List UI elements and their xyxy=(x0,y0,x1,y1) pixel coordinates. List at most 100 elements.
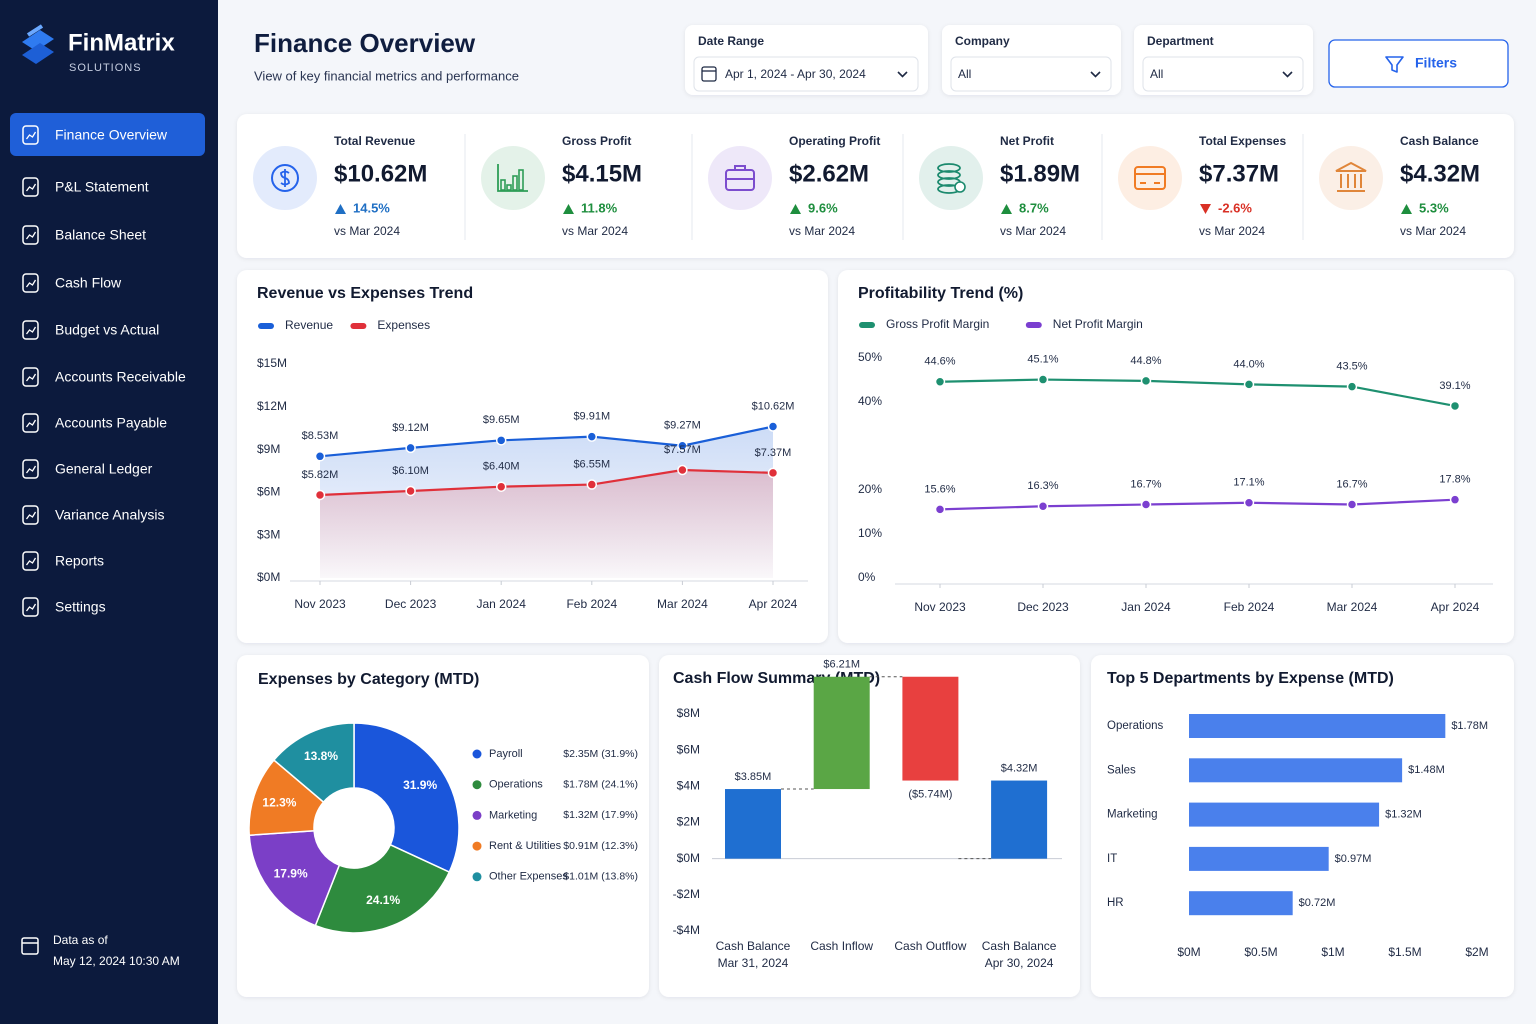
nav-icon xyxy=(25,326,37,335)
nav-icon xyxy=(22,459,39,479)
kpi-comparison: vs Mar 2024 xyxy=(1199,224,1265,238)
legend-dot xyxy=(472,749,482,759)
select-box xyxy=(950,56,1112,92)
pie-slice xyxy=(353,722,460,874)
nav-item[interactable]: Accounts Receivable xyxy=(22,367,186,387)
nav-item[interactable]: Accounts Payable xyxy=(22,413,167,433)
point xyxy=(1243,497,1255,509)
kpi-label: Total Expenses xyxy=(1199,134,1286,148)
kpi-change: 5.3% xyxy=(1419,200,1449,215)
x-tick-label: Dec 2023 xyxy=(1017,600,1069,614)
legend-label: Revenue xyxy=(285,318,333,332)
y-tick-label: $2M xyxy=(677,815,700,829)
y-tick-label: HR xyxy=(1107,897,1124,909)
nav-item[interactable]: General Ledger xyxy=(22,459,153,479)
legend-item[interactable]: Gross Profit Margin xyxy=(859,317,989,331)
calendar-icon xyxy=(21,937,39,955)
nav-label: Reports xyxy=(55,553,104,569)
filter-label: Company xyxy=(955,34,1010,48)
nav-item[interactable]: P&L Statement xyxy=(22,177,149,197)
x-tick-label: Apr 2024 xyxy=(749,597,798,611)
icon xyxy=(500,179,506,191)
nav-label: Variance Analysis xyxy=(55,507,164,523)
x-tick-label: $1M xyxy=(1321,945,1344,959)
kpi-label: Gross Profit xyxy=(562,134,631,148)
legend-swatch xyxy=(350,323,367,329)
legend-item[interactable]: Operations $1.78M (24.1%) xyxy=(472,778,639,791)
kpi-label: Net Profit xyxy=(1000,134,1054,148)
nav-item[interactable]: Variance Analysis xyxy=(22,505,164,525)
legend-dot xyxy=(472,780,482,790)
nav-icon xyxy=(25,419,37,428)
nav-icon xyxy=(22,597,39,617)
kpi-comparison: vs Mar 2024 xyxy=(789,224,855,238)
icon xyxy=(280,169,290,187)
icon xyxy=(1335,161,1367,192)
filter-select[interactable]: All xyxy=(950,56,1112,92)
bar xyxy=(1189,714,1446,738)
kpi-value: $4.32M xyxy=(1400,160,1480,187)
y-tick-label: $3M xyxy=(257,527,280,541)
filter-select[interactable]: All xyxy=(1142,56,1304,92)
chevron xyxy=(1090,71,1101,78)
nav-icon xyxy=(25,373,37,382)
legend-value: $1.01M (13.8%) xyxy=(563,871,638,883)
filter-select[interactable]: Apr 1, 2024 - Apr 30, 2024 xyxy=(693,56,919,92)
nav-icon xyxy=(25,557,37,566)
y-tick-label: 10% xyxy=(858,526,882,540)
point xyxy=(767,467,779,479)
icon xyxy=(518,169,524,191)
data-label: $1.32M xyxy=(1385,809,1422,821)
y-tick-label: Operations xyxy=(1107,720,1164,732)
kpi-label: Operating Profit xyxy=(789,134,880,148)
legend-item[interactable]: Revenue xyxy=(258,318,333,332)
chevron xyxy=(1282,71,1293,78)
data-label: $6.10M xyxy=(392,465,429,477)
y-tick-label: $0M xyxy=(257,570,280,584)
legend-item[interactable]: Expenses xyxy=(350,318,430,332)
data-label: 16.3% xyxy=(1027,480,1058,492)
nav-item[interactable]: Cash Flow xyxy=(22,273,122,293)
point xyxy=(1140,375,1152,387)
nav-label: Finance Overview xyxy=(55,127,168,143)
legend-item[interactable]: Rent & Utilities $0.91M (12.3%) xyxy=(472,840,639,852)
point xyxy=(314,489,326,501)
kpi-label: Total Revenue xyxy=(334,134,415,148)
bar xyxy=(991,780,1048,859)
y-tick-label: Marketing xyxy=(1107,809,1158,821)
data-label: $0.97M xyxy=(1335,853,1372,865)
point xyxy=(495,435,507,446)
legend-item[interactable]: Other Expenses$1.01M (13.8%) xyxy=(472,871,639,883)
nav-icon xyxy=(22,413,39,433)
point xyxy=(1449,400,1461,412)
nav-item[interactable]: Settings xyxy=(22,597,106,617)
x-tick-label: Feb 2024 xyxy=(566,597,617,611)
point xyxy=(677,440,688,451)
nav-icon xyxy=(22,225,39,245)
nav-item[interactable]: Balance Sheet xyxy=(22,225,146,245)
legend-value: $2.35M (31.9%) xyxy=(563,748,638,760)
nav-label: Budget vs Actual xyxy=(55,322,159,338)
page-subtitle: View of key financial metrics and perfor… xyxy=(254,68,519,83)
pie-slice xyxy=(272,722,355,804)
kpi-change: 8.7% xyxy=(1019,200,1049,215)
slice-label: 31.9% xyxy=(403,778,437,792)
x-tick-label: $0.5M xyxy=(1244,945,1277,959)
kpi-label: Cash Balance xyxy=(1400,134,1479,148)
bar xyxy=(1189,891,1293,916)
nav-item[interactable]: Budget vs Actual xyxy=(22,320,159,340)
x-tick-label: Nov 2023 xyxy=(294,597,346,611)
filters-button[interactable]: Filters xyxy=(1328,39,1509,88)
legend-item[interactable]: Net Profit Margin xyxy=(1025,317,1143,331)
x-tick-label: Nov 2023 xyxy=(914,600,966,614)
nav-item[interactable]: Reports xyxy=(22,551,104,571)
filter-value: Apr 1, 2024 - Apr 30, 2024 xyxy=(725,67,866,81)
legend-item[interactable]: Payroll $2.35M (31.9%) xyxy=(472,748,639,760)
data-label: $6.40M xyxy=(483,461,520,473)
icon xyxy=(512,175,518,191)
data-label: 16.7% xyxy=(1130,478,1161,490)
nav-item[interactable]: Finance Overview xyxy=(10,113,205,156)
filter: Company All xyxy=(942,25,1121,95)
kpi: Cash Balance $4.32M 5.3% vs Mar 2024 xyxy=(1302,134,1480,240)
legend-item[interactable]: Marketing $1.32M (17.9%) xyxy=(472,809,639,821)
